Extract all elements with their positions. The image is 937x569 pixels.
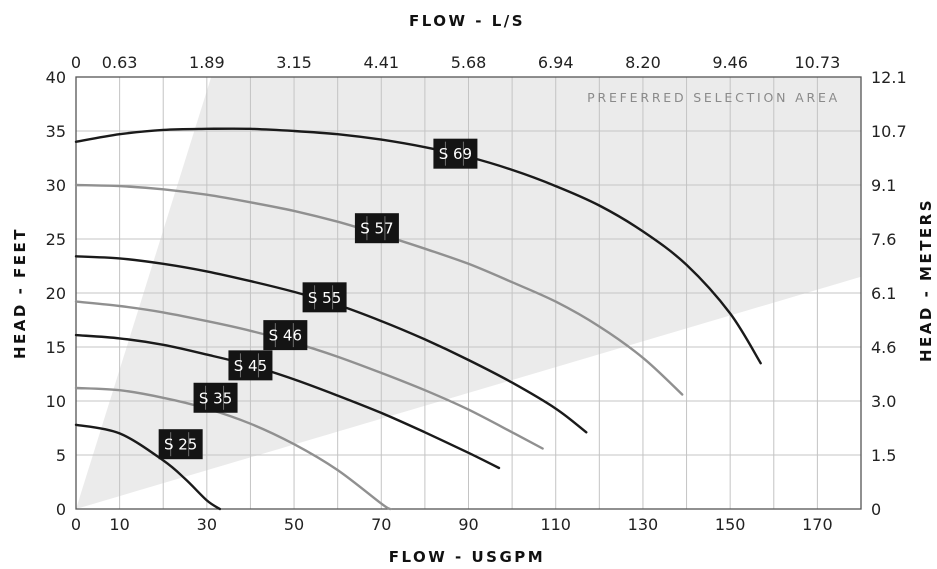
curve-label-box [433, 138, 478, 169]
x2-tick-label: 0.63 [102, 53, 138, 72]
curve-label-box [302, 282, 347, 313]
x-tick-label: 30 [197, 515, 217, 534]
x-axis-title: FLOW - USGPM [389, 548, 545, 566]
curve-label-box [263, 320, 308, 351]
curve-label: S 69 [439, 145, 472, 163]
plot-frame [75, 76, 862, 510]
preferred-area-label: PREFERRED SELECTION AREA [587, 90, 840, 105]
pump-curve [74, 423, 222, 511]
y-tick-label: 40 [46, 68, 66, 87]
pump-curve [74, 300, 544, 450]
x2-tick-label: 8.20 [625, 53, 661, 72]
x-tick-label: 50 [284, 515, 304, 534]
pump-curve [74, 386, 392, 511]
curve-label-box [354, 213, 399, 244]
curve-label: S 57 [360, 220, 393, 238]
y2-axis-title: HEAD - METERS [917, 198, 935, 362]
y2-tick-label: 7.6 [871, 230, 896, 249]
x-tick-label: 10 [109, 515, 129, 534]
curve-label-box [193, 382, 238, 413]
y2-tick-label: 4.6 [871, 338, 896, 357]
x-tick-label: 0 [71, 515, 81, 534]
x2-tick-label: 9.46 [712, 53, 748, 72]
curve-label: S 46 [269, 327, 302, 345]
pump-curve [74, 333, 501, 470]
x-tick-label: 110 [540, 515, 571, 534]
y-tick-label: 15 [46, 338, 66, 357]
x2-axis-title: FLOW - L/S [409, 12, 525, 30]
y2-tick-label: 10.7 [871, 122, 907, 141]
y2-tick-label: 3.0 [871, 392, 896, 411]
y2-tick-label: 1.5 [871, 446, 896, 465]
y-axis-title: HEAD - FEET [11, 227, 29, 359]
x2-tick-label: 4.41 [363, 53, 399, 72]
x2-tick-label: 10.73 [794, 53, 840, 72]
y-tick-label: 25 [46, 230, 66, 249]
y-tick-label: 30 [46, 176, 66, 195]
curve-label: S 25 [164, 436, 197, 454]
curve-label: S 35 [199, 389, 232, 407]
y2-tick-label: 9.1 [871, 176, 896, 195]
curve-label-box [158, 429, 203, 460]
x2-tick-label: 0 [71, 53, 81, 72]
x-tick-label: 150 [715, 515, 746, 534]
curve-label: S 45 [234, 357, 267, 375]
x-tick-label: 170 [802, 515, 833, 534]
x-tick-label: 90 [458, 515, 478, 534]
curve-label: S 55 [308, 289, 341, 307]
curve-label-layer: S 25 S 35S 45S 46 S 55 S 57 S 69 [158, 138, 478, 460]
y2-tick-label: 6.1 [871, 284, 896, 303]
x2-tick-label: 3.15 [276, 53, 312, 72]
x2-tick-label: 6.94 [538, 53, 574, 72]
x2-tick-label: 5.68 [451, 53, 487, 72]
y-tick-label: 35 [46, 122, 66, 141]
y2-tick-label: 0 [871, 500, 881, 519]
y2-tick-label: 12.1 [871, 68, 907, 87]
y-tick-label: 5 [56, 446, 66, 465]
grid-layer [75, 76, 862, 510]
x-tick-label: 70 [371, 515, 391, 534]
pump-curve [74, 127, 762, 365]
x-tick-label: 130 [628, 515, 659, 534]
y-tick-label: 20 [46, 284, 66, 303]
y-tick-label: 10 [46, 392, 66, 411]
x2-tick-label: 1.89 [189, 53, 225, 72]
y-tick-label: 0 [56, 500, 66, 519]
curve-label-box [228, 350, 273, 381]
